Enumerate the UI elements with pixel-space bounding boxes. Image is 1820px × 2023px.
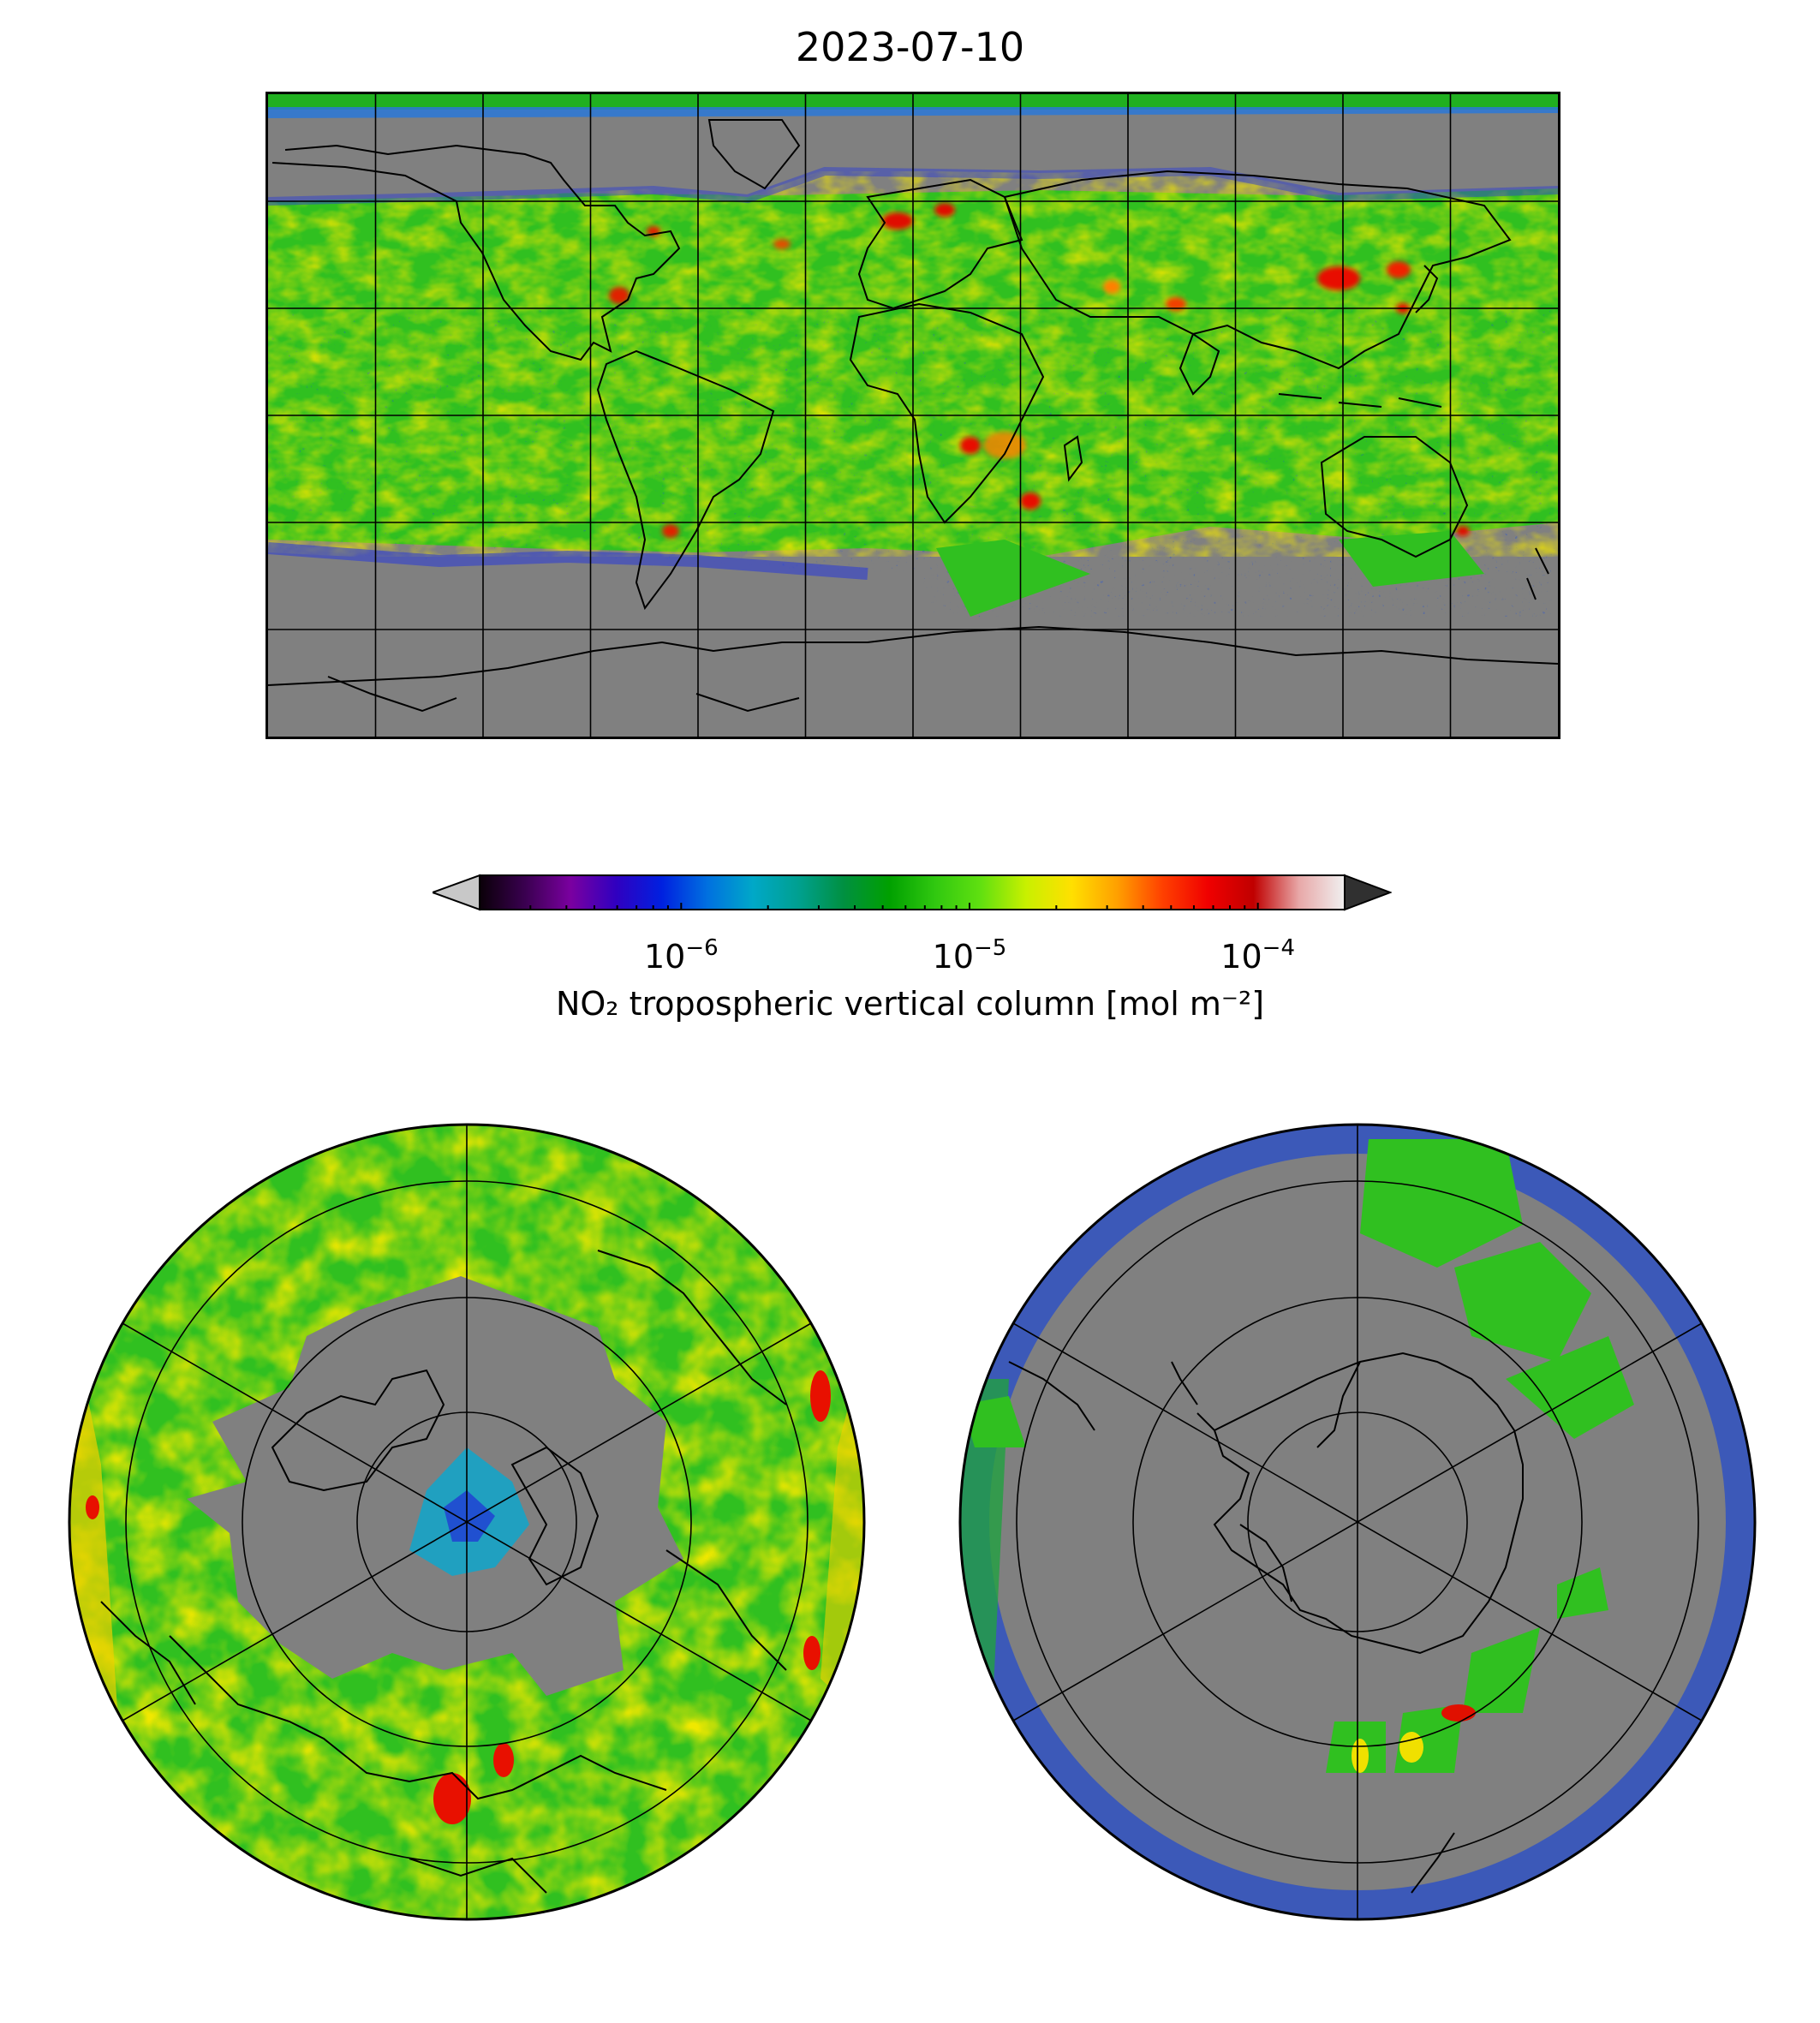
colorbar-over-extend (1344, 874, 1392, 911)
global-map-canvas (268, 94, 1558, 737)
global-map (266, 92, 1560, 739)
graticule (268, 94, 1558, 737)
colorbar-tick-label: 10−4 (1220, 935, 1295, 976)
blue-edges (268, 166, 1558, 580)
north-polar-map (68, 1123, 866, 1921)
colorbar (433, 874, 1392, 911)
colorbar-body (479, 874, 1346, 910)
south-polar-map (958, 1123, 1757, 1921)
colorbar-ticks (479, 903, 1346, 910)
plot-title: 2023-07-10 (795, 24, 1025, 70)
colorbar-under-extend (433, 874, 480, 911)
colorbar-label: NO₂ tropospheric vertical column [mol m⁻… (555, 985, 1265, 1023)
coastlines (268, 119, 1558, 713)
colorbar-tick-label: 10−6 (643, 935, 719, 976)
colorbar-tick-label: 10−5 (932, 935, 1007, 976)
